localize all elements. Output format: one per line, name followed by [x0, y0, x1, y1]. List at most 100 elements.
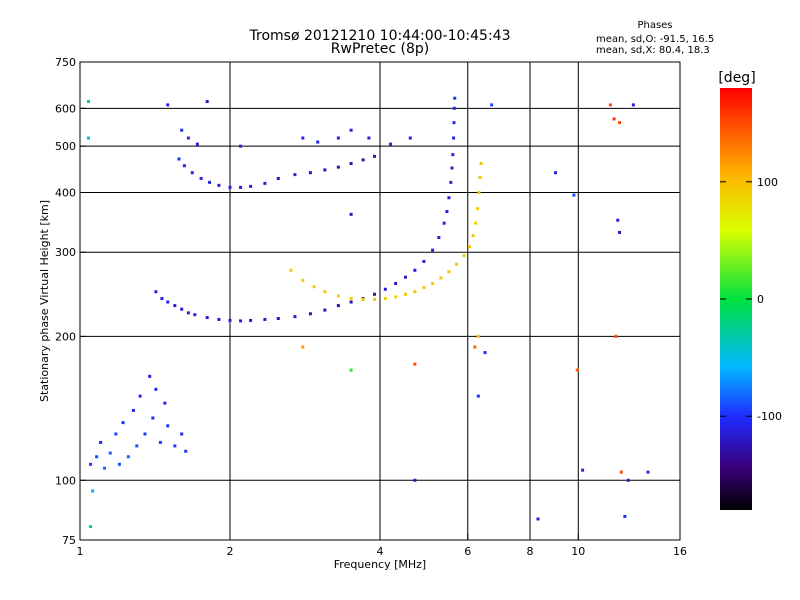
data-point [349, 128, 353, 132]
data-point [316, 140, 320, 144]
data-point [452, 121, 456, 125]
data-point [383, 287, 387, 291]
x-axis-ticks: 1 2 4 6 8 10 16 [77, 534, 687, 558]
data-point [483, 351, 487, 355]
data-point [182, 164, 186, 168]
data-point [154, 387, 158, 391]
data-points [86, 96, 650, 529]
data-point [449, 180, 453, 184]
data-point [612, 117, 616, 121]
data-point [616, 218, 620, 222]
data-point [626, 478, 630, 482]
data-point [403, 292, 407, 296]
data-point [173, 304, 177, 308]
data-point [455, 262, 459, 266]
data-point [646, 470, 650, 474]
data-point [166, 103, 170, 107]
data-point [323, 308, 327, 312]
data-point [452, 106, 456, 110]
data-point [453, 96, 457, 100]
data-point [451, 153, 455, 157]
data-point [205, 100, 209, 104]
data-point [276, 176, 280, 180]
colorbar-tick-label: 0 [757, 293, 764, 306]
phases-mean-x: mean, sd,X: 80.4, 18.3 [596, 45, 710, 56]
data-point [450, 166, 454, 170]
x-tick-label: 8 [527, 545, 534, 558]
data-point [126, 455, 130, 459]
data-point [228, 185, 232, 189]
data-point [186, 311, 190, 315]
data-point [193, 313, 197, 317]
data-point [476, 207, 480, 211]
data-point [618, 121, 622, 125]
data-point [180, 432, 184, 436]
y-tick-label: 300 [55, 246, 76, 259]
data-point [308, 171, 312, 175]
x-tick-label: 16 [673, 545, 687, 558]
data-point [184, 449, 188, 453]
data-point [623, 514, 627, 518]
data-point [195, 142, 199, 146]
data-point [249, 318, 253, 322]
data-point [199, 176, 203, 180]
data-point [99, 440, 103, 444]
data-point [205, 316, 209, 320]
data-point [163, 401, 167, 405]
data-point [217, 317, 221, 321]
data-point [186, 136, 190, 140]
data-point [349, 300, 353, 304]
data-point [217, 183, 221, 187]
data-point [166, 300, 170, 304]
data-point [490, 103, 494, 107]
data-point [471, 234, 475, 238]
phases-mean-o: mean, sd,O: -91.5, 16.5 [596, 34, 714, 45]
colorbar-tick-label: 100 [757, 176, 778, 189]
data-point [413, 268, 417, 272]
data-point [108, 451, 112, 455]
data-point [89, 462, 93, 466]
data-point [86, 136, 90, 140]
data-point [180, 307, 184, 311]
data-point [263, 181, 267, 185]
data-point [323, 290, 327, 294]
data-point [631, 103, 635, 107]
phases-title: Phases [637, 20, 672, 31]
data-point [301, 136, 305, 140]
data-point [160, 297, 164, 301]
data-point [89, 525, 93, 529]
data-point [208, 180, 212, 184]
data-point [431, 282, 435, 286]
data-point [383, 297, 387, 301]
data-point [349, 297, 353, 301]
data-point [349, 368, 353, 372]
data-point [131, 408, 135, 412]
data-point [95, 455, 99, 459]
data-point [135, 444, 139, 448]
data-point [575, 368, 579, 372]
y-axis-label: Stationary phase Virtual Height [km] [38, 200, 51, 402]
y-tick-label: 600 [55, 102, 76, 115]
data-point [618, 230, 622, 234]
data-point [361, 158, 365, 162]
data-point [619, 470, 623, 474]
data-point [447, 270, 451, 274]
y-tick-label: 100 [55, 474, 76, 487]
data-point [166, 424, 170, 428]
data-point [373, 292, 377, 296]
data-point [413, 362, 417, 366]
data-point [536, 517, 540, 521]
data-point [437, 236, 441, 240]
x-axis-label: Frequency [MHz] [334, 558, 426, 571]
data-point [462, 254, 466, 258]
data-point [445, 210, 449, 214]
data-point [474, 221, 478, 225]
x-tick-label: 4 [377, 545, 384, 558]
data-point [468, 245, 472, 249]
data-point [173, 444, 177, 448]
data-point [413, 290, 417, 294]
data-point [439, 276, 443, 280]
data-point [143, 432, 147, 436]
data-point [476, 334, 480, 338]
data-point [476, 394, 480, 398]
